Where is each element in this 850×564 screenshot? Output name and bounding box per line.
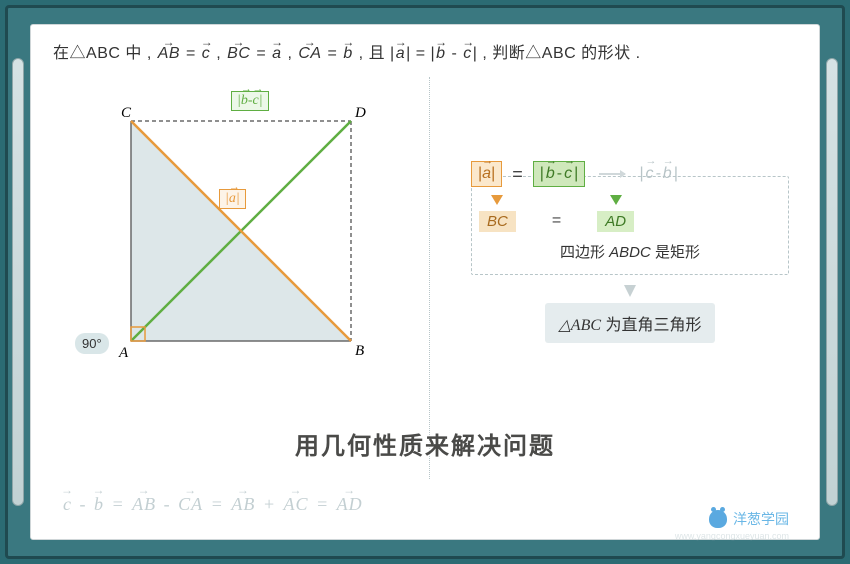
segment-ad: AD bbox=[597, 211, 634, 232]
q-mid1: 中 , bbox=[120, 45, 156, 62]
diagram: C D A B |a| bbox=[111, 111, 371, 371]
down-arrow-orange-icon bbox=[491, 195, 503, 205]
frame-tube-left bbox=[12, 58, 24, 506]
question-text: 在△ABC 中 , AB = c , BC = a , CA = b , 且 |… bbox=[31, 25, 819, 74]
box-mag-a: |a| bbox=[471, 161, 502, 187]
down-arrow-gray-icon bbox=[624, 285, 636, 297]
segment-bc: BC bbox=[479, 211, 516, 232]
q-vec-ab: AB bbox=[157, 45, 181, 63]
label-b-minus-c: |b - c| bbox=[231, 91, 269, 111]
left-pane: |b - c| C D A B bbox=[31, 71, 429, 539]
q-vec-bc: BC bbox=[226, 45, 251, 63]
board-frame: 在△ABC 中 , AB = c , BC = a , CA = b , 且 |… bbox=[5, 5, 845, 559]
rectangle-statement: 四边形 ABDC 是矩形 bbox=[488, 241, 772, 262]
eq-sign-2: = bbox=[552, 192, 561, 230]
onion-logo-icon bbox=[709, 510, 727, 528]
watermark: 洋葱学园 bbox=[709, 509, 789, 529]
down-arrow-green-icon bbox=[610, 195, 622, 205]
label-a: |a| bbox=[219, 189, 246, 209]
watermark-url: www.yangcongxueyuan.com bbox=[675, 531, 789, 541]
content-area: |b - c| C D A B bbox=[31, 71, 819, 539]
board: 在△ABC 中 , AB = c , BC = a , CA = b , 且 |… bbox=[30, 24, 820, 540]
faded-arrow-icon bbox=[599, 173, 625, 175]
vertex-d: D bbox=[354, 105, 366, 121]
eq-sign-1: = bbox=[512, 164, 523, 185]
angle-badge: 90° bbox=[75, 333, 109, 354]
q-vec-c: c bbox=[201, 45, 212, 63]
q-vec-b: b bbox=[342, 45, 353, 63]
vertex-b: B bbox=[355, 343, 364, 359]
bottom-faded-equation: c - b = AB - CA = AB + AC = AD bbox=[61, 494, 365, 515]
frame-tube-right bbox=[826, 58, 838, 506]
vertex-a: A bbox=[118, 345, 129, 361]
q-vec-ca: CA bbox=[297, 45, 322, 63]
right-pane: |a| = |b - c| |c - b| BC = bbox=[431, 71, 819, 539]
final-conclusion: △ABC 为直角三角形 bbox=[545, 303, 716, 343]
q-vec-a: a bbox=[271, 45, 282, 63]
box-mag-b-minus-c: |b - c| bbox=[533, 161, 586, 187]
faded-c-minus-b: |c - b| bbox=[639, 165, 678, 183]
q-prefix: 在 bbox=[53, 45, 70, 62]
vertical-divider bbox=[429, 77, 430, 479]
q-triangle: △ABC bbox=[70, 45, 121, 62]
vertex-c: C bbox=[121, 105, 132, 121]
watermark-text: 洋葱学园 bbox=[733, 509, 789, 529]
deduction: |a| = |b - c| |c - b| BC = bbox=[471, 161, 789, 343]
subtitle-caption: 用几何性质来解决问题 bbox=[295, 426, 555, 461]
